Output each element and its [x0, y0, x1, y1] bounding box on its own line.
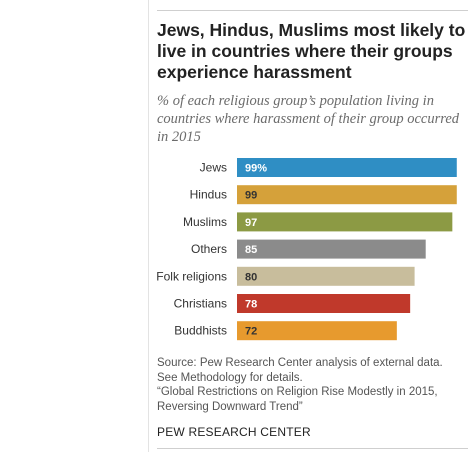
value-label: 99% [245, 163, 267, 175]
category-label: Hindus [190, 188, 227, 202]
chart-subtitle: % of each religious group’s population l… [157, 93, 460, 145]
category-label: Muslims [183, 215, 227, 229]
bar [237, 158, 457, 177]
category-label: Folk religions [156, 269, 227, 283]
bar [237, 212, 453, 232]
source-line: Source: Pew Research Center analysis of … [157, 357, 443, 369]
value-label: 80 [245, 271, 257, 283]
chart-card [148, 0, 469, 452]
bar [237, 185, 457, 205]
category-label: Others [191, 242, 227, 256]
source-note: Source: Pew Research Center analysis of … [157, 356, 468, 414]
bar [237, 294, 411, 313]
value-label: 72 [245, 326, 257, 338]
bar [237, 321, 397, 341]
bar [237, 266, 415, 286]
source-line: “Global Restrictions on Religion Rise Mo… [157, 386, 438, 398]
value-label: 78 [245, 299, 257, 311]
bottom-divider [157, 448, 468, 449]
brand-logo-text: PEW RESEARCH CENTER [157, 425, 311, 439]
bar [237, 239, 426, 259]
value-label: 99 [245, 190, 257, 202]
category-label: Buddhists [174, 324, 227, 338]
top-divider [157, 10, 468, 11]
source-line: Reversing Downward Trend” [157, 400, 303, 413]
category-label: Christians [174, 297, 227, 311]
bar-chart: Jews 99% Hindus 99 Muslims 97 Others 85 Folk rel… [156, 158, 457, 341]
category-label: Jews [200, 161, 227, 175]
chart-title: Jews, Hindus, Muslims most likely to liv… [157, 20, 466, 82]
source-line: See Methodology for details. [157, 371, 303, 384]
value-label: 97 [245, 217, 257, 229]
value-label: 85 [245, 244, 257, 256]
